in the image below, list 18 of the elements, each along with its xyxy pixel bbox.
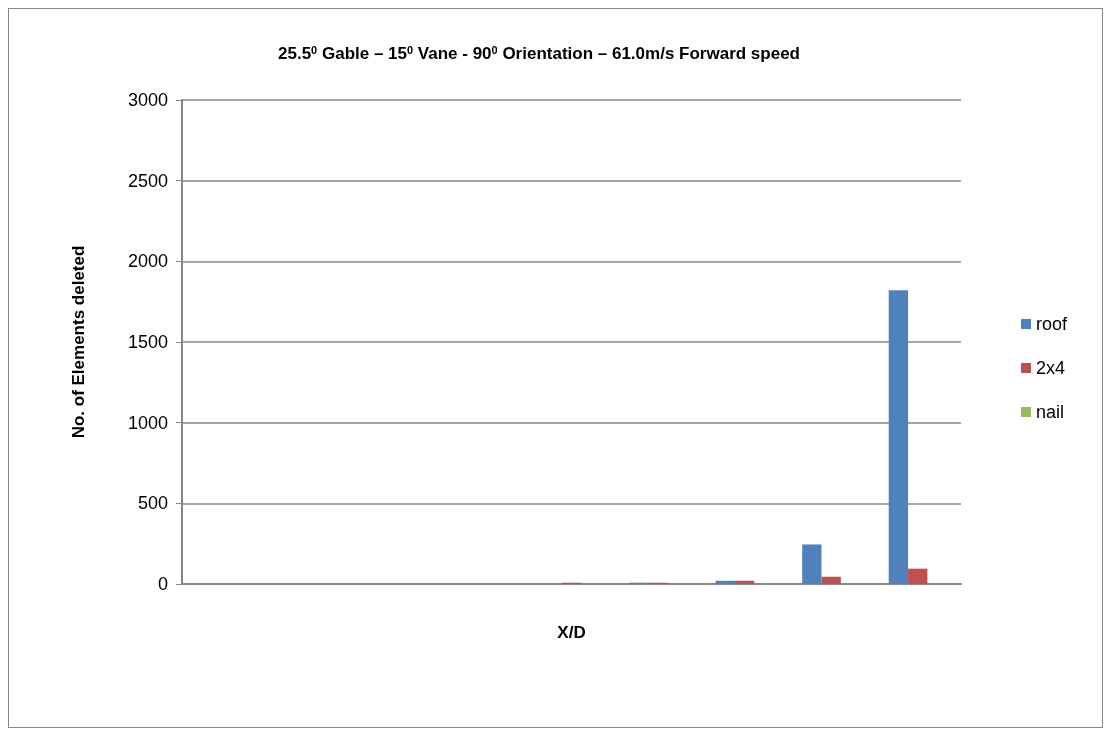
y-tick-label: 1000 (127, 412, 168, 433)
bar (802, 544, 822, 584)
y-tick-label: 2000 (127, 251, 168, 272)
y-tick-label: 3000 (127, 90, 168, 110)
y-tick-label: 1500 (127, 332, 168, 352)
legend-label: 2x4 (1035, 358, 1066, 378)
bar (715, 580, 735, 584)
y-tick-label: 0 (157, 574, 168, 594)
legend-label: nail (1035, 402, 1065, 422)
bar (908, 568, 928, 584)
y-tick-label: 500 (137, 493, 168, 514)
y-axis-title: No. of Elements deleted (69, 245, 88, 439)
legend-label: roof (1035, 314, 1068, 334)
x-axis-title: X/D (557, 623, 586, 642)
bar (821, 576, 841, 584)
bar (734, 580, 755, 584)
bar (888, 290, 909, 584)
y-tick-label: 2500 (127, 170, 168, 191)
